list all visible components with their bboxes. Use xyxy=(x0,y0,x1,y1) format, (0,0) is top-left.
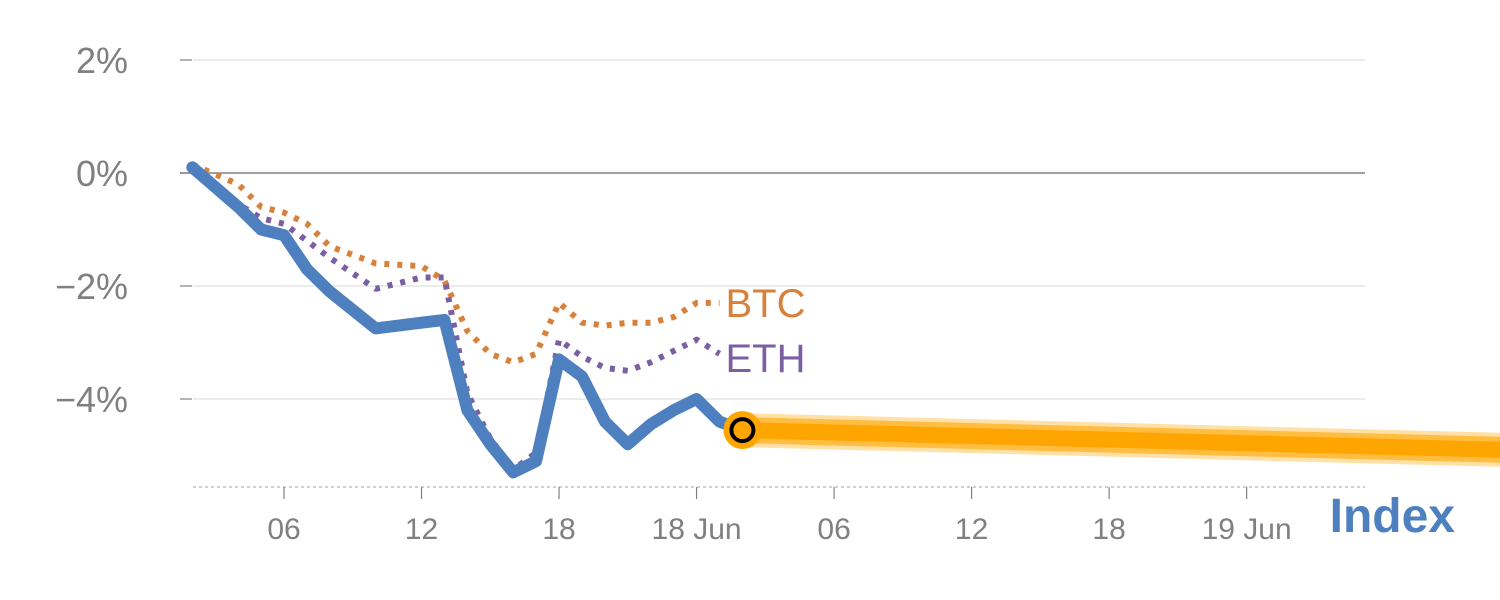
x-tick-label: 18 Jun xyxy=(652,513,742,546)
x-tick-label: 19 Jun xyxy=(1202,513,1292,546)
y-axis: 2% 0% −2% −4% xyxy=(55,40,128,420)
y-tick-label: 0% xyxy=(76,153,128,194)
x-tick-label: 06 xyxy=(267,513,300,546)
x-tick-label: 12 xyxy=(955,513,988,546)
y-tick-label: −2% xyxy=(55,266,128,307)
series-label-btc: BTC xyxy=(725,282,805,326)
x-tick-label: 06 xyxy=(817,513,850,546)
x-tick-label: 18 xyxy=(542,513,575,546)
series-lines xyxy=(186,161,749,479)
series-label-index: Index xyxy=(1330,490,1456,543)
marker-dot xyxy=(729,417,756,444)
series-line-btc xyxy=(191,161,720,366)
series-line-eth xyxy=(190,164,722,473)
x-tick-label: 12 xyxy=(405,513,438,546)
forecast-band xyxy=(741,413,1500,467)
y-tick-label: 2% xyxy=(76,40,128,81)
forecast-line xyxy=(742,422,1500,458)
x-tick-label: 18 xyxy=(1092,513,1125,546)
current-value-marker xyxy=(723,411,762,450)
x-axis: 06 12 18 18 Jun 06 12 18 19 Jun xyxy=(193,486,1365,546)
series-labels: BTC ETH Index xyxy=(725,282,1455,543)
series-label-eth: ETH xyxy=(725,337,805,381)
series-line-index xyxy=(186,161,749,479)
y-tick-label: −4% xyxy=(55,379,128,420)
